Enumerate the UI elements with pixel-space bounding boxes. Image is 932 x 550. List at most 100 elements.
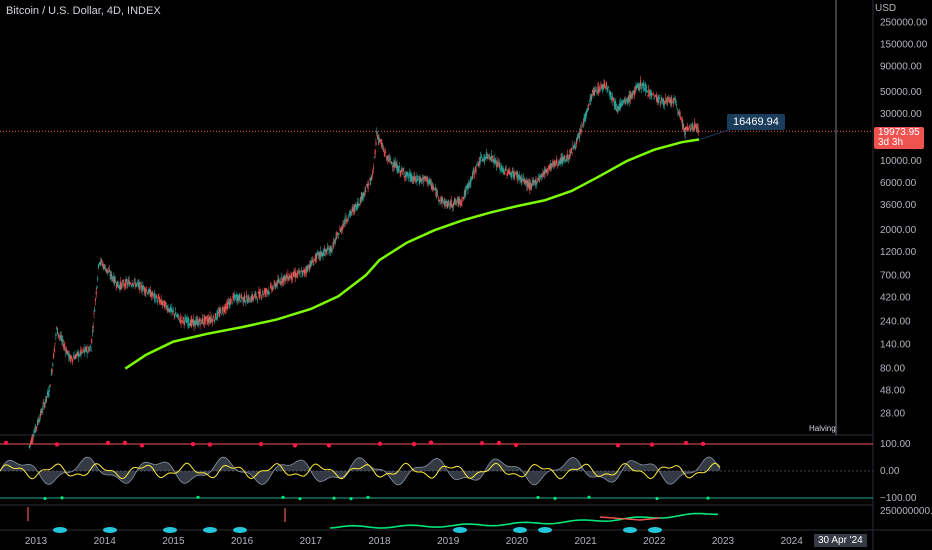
candle <box>309 261 311 269</box>
candle <box>266 288 268 293</box>
candle <box>424 178 426 179</box>
candle <box>98 262 100 264</box>
candle <box>53 348 55 353</box>
candle <box>683 128 686 133</box>
candle <box>104 268 107 272</box>
candle <box>132 285 134 286</box>
candle <box>321 254 323 257</box>
volume-cluster-marker <box>648 527 662 533</box>
candle <box>289 276 291 278</box>
candle <box>691 123 693 130</box>
candle <box>657 98 659 103</box>
candle <box>379 138 381 142</box>
candle <box>616 108 618 111</box>
candle <box>69 356 71 362</box>
candle <box>572 145 574 147</box>
candle <box>138 282 140 287</box>
candle <box>388 157 391 160</box>
candle <box>444 200 446 204</box>
osc-sell-dot <box>683 440 689 446</box>
candle <box>442 198 444 202</box>
candle <box>517 174 520 178</box>
candle <box>50 372 52 376</box>
candle <box>263 290 265 293</box>
candle <box>416 179 418 181</box>
candle <box>631 92 633 97</box>
candle <box>301 270 304 276</box>
candle <box>192 319 194 324</box>
candle <box>52 363 54 366</box>
candle <box>462 197 465 200</box>
osc-buy-dot <box>60 496 64 500</box>
candle <box>131 283 133 286</box>
candle <box>326 252 328 255</box>
candle <box>508 170 510 173</box>
candle <box>328 251 330 254</box>
candle <box>694 121 696 128</box>
candle <box>65 350 67 353</box>
osc-sell-dot <box>411 441 417 447</box>
y-tick-label: 240.00 <box>880 316 911 327</box>
candle <box>430 183 433 189</box>
candle <box>395 162 397 167</box>
candle <box>236 296 238 301</box>
candle <box>44 402 46 404</box>
candle <box>398 166 400 168</box>
candle <box>76 351 78 353</box>
candle <box>376 130 378 135</box>
candle <box>177 313 179 317</box>
candle <box>343 223 345 224</box>
candle <box>576 138 578 144</box>
candle <box>686 128 688 131</box>
candle <box>246 299 249 303</box>
candle <box>633 89 636 96</box>
candle <box>256 296 258 298</box>
candle <box>153 293 155 295</box>
candle <box>640 87 642 89</box>
candle <box>58 334 60 336</box>
candle <box>332 242 334 244</box>
candle <box>201 318 204 324</box>
candle <box>455 202 457 204</box>
candle <box>333 240 335 248</box>
candle <box>183 321 185 325</box>
candle <box>171 307 173 312</box>
candle <box>137 282 139 284</box>
candle <box>49 385 51 388</box>
candle <box>636 85 638 87</box>
candle <box>248 295 250 297</box>
candle <box>244 301 246 303</box>
candle <box>157 297 159 299</box>
candle <box>594 90 596 92</box>
candle <box>432 187 434 190</box>
candle <box>446 202 449 208</box>
candle <box>179 317 181 320</box>
candle <box>418 180 420 183</box>
osc-sell-dot <box>258 441 264 447</box>
candle <box>129 282 131 284</box>
candle <box>355 204 357 206</box>
candle <box>375 141 377 146</box>
x-tick-label: 2020 <box>506 536 529 547</box>
candle <box>70 355 72 359</box>
candle <box>585 112 587 119</box>
candle <box>243 294 245 302</box>
candle <box>695 124 697 127</box>
candle <box>566 158 568 159</box>
candle <box>598 86 600 93</box>
candle <box>378 138 380 142</box>
candle <box>651 94 653 97</box>
countdown-value: 3d 3h <box>878 137 904 148</box>
candle <box>584 114 586 122</box>
candle <box>237 297 239 301</box>
candle <box>674 98 676 100</box>
candle <box>349 211 352 216</box>
x-tick-label: 2022 <box>643 536 666 547</box>
candle <box>88 349 90 352</box>
candle <box>413 180 415 182</box>
candle <box>333 240 336 242</box>
candle <box>203 318 205 323</box>
candle <box>269 285 271 288</box>
y-tick-label: 2000.00 <box>880 225 917 236</box>
